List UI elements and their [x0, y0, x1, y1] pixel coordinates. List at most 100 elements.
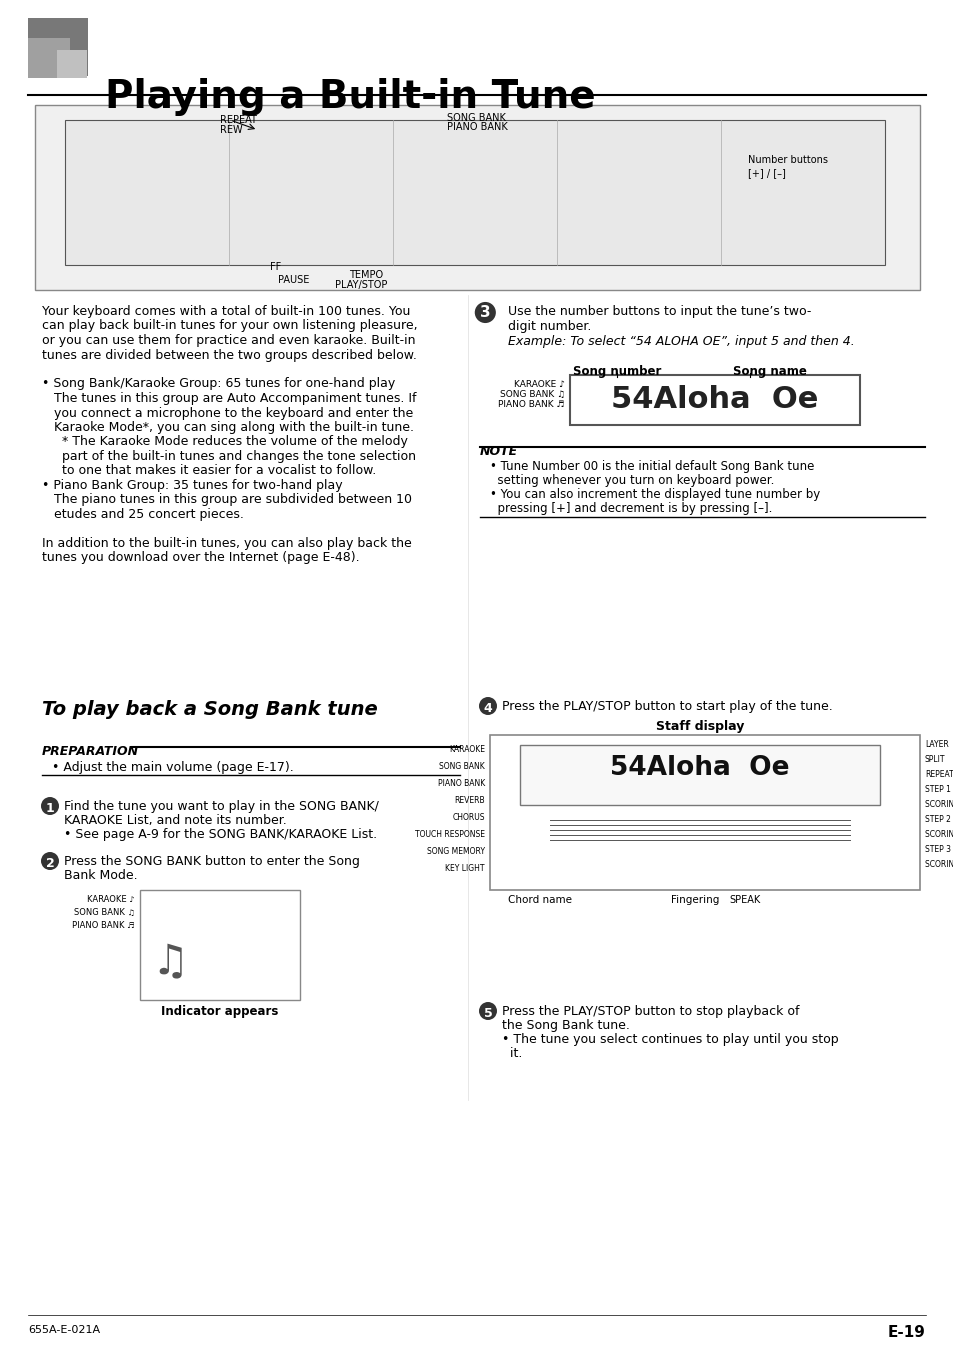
Text: REPEAT: REPEAT: [924, 770, 953, 779]
Text: [+] / [–]: [+] / [–]: [747, 168, 785, 178]
Text: 1: 1: [46, 802, 54, 816]
Text: the Song Bank tune.: the Song Bank tune.: [501, 1019, 629, 1033]
Text: ♫: ♫: [152, 940, 189, 981]
Text: to one that makes it easier for a vocalist to follow.: to one that makes it easier for a vocali…: [62, 465, 375, 477]
Text: LAYER: LAYER: [924, 740, 947, 749]
Text: REPEAT: REPEAT: [220, 115, 256, 125]
Text: REVERB: REVERB: [454, 797, 484, 805]
Text: SCORING 2: SCORING 2: [924, 830, 953, 838]
Text: KEY LIGHT: KEY LIGHT: [445, 864, 484, 874]
Text: TOUCH RESPONSE: TOUCH RESPONSE: [415, 830, 484, 838]
Text: SONG BANK: SONG BANK: [447, 113, 505, 123]
Bar: [569, 375, 859, 425]
Text: • Tune Number 00 is the initial default Song Bank tune: • Tune Number 00 is the initial default …: [490, 460, 814, 473]
Text: PIANO BANK ♬: PIANO BANK ♬: [497, 400, 564, 408]
Text: SPLIT: SPLIT: [924, 755, 944, 764]
Text: NOTE: NOTE: [479, 445, 517, 458]
Text: PAUSE: PAUSE: [277, 275, 309, 284]
Text: tunes you download over the Internet (page E-48).: tunes you download over the Internet (pa…: [42, 551, 359, 565]
Text: SONG BANK ♫: SONG BANK ♫: [499, 390, 564, 399]
Text: Find the tune you want to play in the SONG BANK/: Find the tune you want to play in the SO…: [64, 799, 378, 813]
Text: SPEAK: SPEAK: [729, 895, 760, 905]
Text: REW: REW: [220, 125, 242, 135]
Bar: [28, 38, 70, 78]
Bar: [519, 745, 879, 805]
Text: Song number: Song number: [572, 365, 660, 377]
Text: Staff display: Staff display: [655, 720, 743, 733]
Text: can play back built-in tunes for your own listening pleasure,: can play back built-in tunes for your ow…: [42, 319, 417, 333]
Text: 54Aloha  Oe: 54Aloha Oe: [611, 386, 818, 414]
Text: you connect a microphone to the keyboard and enter the: you connect a microphone to the keyboard…: [54, 407, 413, 419]
Text: KARAOKE List, and note its number.: KARAOKE List, and note its number.: [64, 814, 287, 828]
Text: CHORUS: CHORUS: [452, 813, 484, 822]
Bar: [28, 18, 88, 75]
Text: Use the number buttons to input the tune’s two-: Use the number buttons to input the tune…: [507, 305, 810, 318]
Circle shape: [41, 797, 59, 816]
Text: setting whenever you turn on keyboard power.: setting whenever you turn on keyboard po…: [490, 474, 774, 487]
Bar: [140, 890, 299, 1000]
Text: * The Karaoke Mode reduces the volume of the melody: * The Karaoke Mode reduces the volume of…: [62, 435, 408, 449]
Circle shape: [478, 697, 497, 714]
Text: PLAY/STOP: PLAY/STOP: [335, 280, 387, 290]
Text: PREPARATION: PREPARATION: [42, 745, 139, 758]
Text: To play back a Song Bank tune: To play back a Song Bank tune: [42, 700, 377, 718]
Text: Press the SONG BANK button to enter the Song: Press the SONG BANK button to enter the …: [64, 855, 359, 868]
Bar: [57, 50, 87, 78]
Text: In addition to the built-in tunes, you can also play back the: In addition to the built-in tunes, you c…: [42, 537, 412, 550]
Text: Indicator appears: Indicator appears: [161, 1006, 278, 1018]
Text: 2: 2: [46, 857, 54, 869]
Text: Fingering: Fingering: [670, 895, 719, 905]
Text: Number buttons: Number buttons: [747, 155, 827, 164]
Text: STEP 3: STEP 3: [924, 845, 950, 855]
Text: • Song Bank/Karaoke Group: 65 tunes for one-hand play: • Song Bank/Karaoke Group: 65 tunes for …: [42, 377, 395, 391]
Text: SCORING 1: SCORING 1: [924, 799, 953, 809]
Text: • You can also increment the displayed tune number by: • You can also increment the displayed t…: [490, 488, 820, 501]
Text: Bank Mode.: Bank Mode.: [64, 869, 137, 882]
Text: it.: it.: [501, 1047, 522, 1060]
Text: STEP 2: STEP 2: [924, 816, 950, 824]
Bar: [65, 120, 884, 266]
Text: KARAOKE ♪: KARAOKE ♪: [88, 895, 135, 905]
Text: • See page A-9 for the SONG BANK/KARAOKE List.: • See page A-9 for the SONG BANK/KARAOKE…: [64, 828, 376, 841]
Text: The piano tunes in this group are subdivided between 10: The piano tunes in this group are subdiv…: [54, 493, 412, 507]
Text: FF: FF: [270, 262, 281, 272]
Circle shape: [41, 852, 59, 869]
Text: tunes are divided between the two groups described below.: tunes are divided between the two groups…: [42, 349, 416, 361]
Text: 54Aloha  Oe: 54Aloha Oe: [610, 755, 789, 780]
Bar: [490, 735, 919, 890]
Text: KARAOKE ♪: KARAOKE ♪: [514, 380, 564, 390]
Text: Example: To select “54 ALOHA OE”, input 5 and then 4.: Example: To select “54 ALOHA OE”, input …: [507, 336, 854, 348]
Text: etudes and 25 concert pieces.: etudes and 25 concert pieces.: [54, 508, 244, 520]
Text: Chord name: Chord name: [507, 895, 572, 905]
Text: Song name: Song name: [732, 365, 806, 377]
Text: Your keyboard comes with a total of built-in 100 tunes. You: Your keyboard comes with a total of buil…: [42, 305, 410, 318]
Text: digit number.: digit number.: [507, 319, 591, 333]
Text: The tunes in this group are Auto Accompaniment tunes. If: The tunes in this group are Auto Accompa…: [54, 392, 416, 404]
Text: E-19: E-19: [887, 1325, 925, 1340]
Text: Press the PLAY/STOP button to start play of the tune.: Press the PLAY/STOP button to start play…: [501, 700, 832, 713]
Text: 4: 4: [483, 702, 492, 714]
Text: PIANO BANK ♬: PIANO BANK ♬: [72, 921, 135, 930]
Text: KARAOKE: KARAOKE: [449, 745, 484, 754]
Text: SONG MEMORY: SONG MEMORY: [427, 847, 484, 856]
Bar: [35, 105, 919, 290]
Text: Karaoke Mode*, you can sing along with the built-in tune.: Karaoke Mode*, you can sing along with t…: [54, 421, 414, 434]
Text: Press the PLAY/STOP button to stop playback of: Press the PLAY/STOP button to stop playb…: [501, 1006, 799, 1018]
Text: Playing a Built-in Tune: Playing a Built-in Tune: [105, 78, 595, 116]
Text: PIANO BANK: PIANO BANK: [447, 123, 507, 132]
Text: SONG BANK ♫: SONG BANK ♫: [74, 909, 135, 917]
Text: 3: 3: [479, 305, 490, 319]
Circle shape: [478, 1002, 497, 1020]
Text: SCORING 3: SCORING 3: [924, 860, 953, 869]
Text: TEMPO: TEMPO: [349, 270, 383, 280]
Text: STEP 1: STEP 1: [924, 785, 950, 794]
Text: • Piano Bank Group: 35 tunes for two-hand play: • Piano Bank Group: 35 tunes for two-han…: [42, 479, 342, 492]
Text: SONG BANK: SONG BANK: [438, 762, 484, 771]
Text: 655A-E-021A: 655A-E-021A: [28, 1325, 100, 1335]
Text: 5: 5: [483, 1007, 492, 1020]
Text: part of the built-in tunes and changes the tone selection: part of the built-in tunes and changes t…: [62, 450, 416, 462]
Text: • The tune you select continues to play until you stop: • The tune you select continues to play …: [501, 1033, 838, 1046]
Text: or you can use them for practice and even karaoke. Built-in: or you can use them for practice and eve…: [42, 334, 416, 346]
Text: • Adjust the main volume (page E-17).: • Adjust the main volume (page E-17).: [52, 762, 294, 774]
Text: pressing [+] and decrement is by pressing [–].: pressing [+] and decrement is by pressin…: [490, 501, 772, 515]
